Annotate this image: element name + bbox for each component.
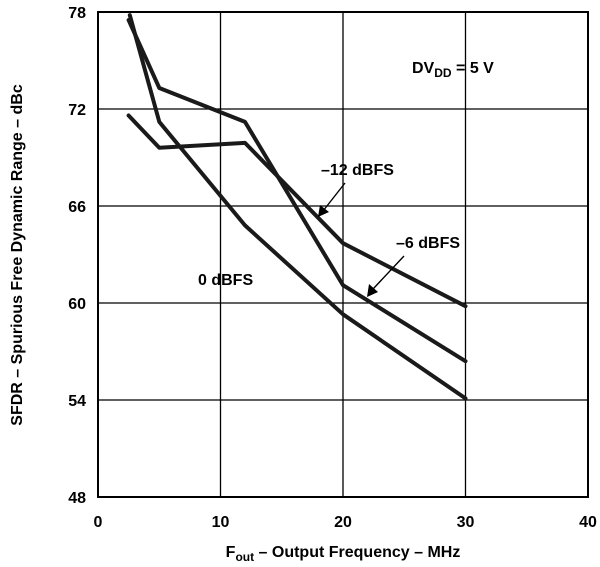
x-tick-label: 0 [94,514,103,531]
plot-frame [97,11,589,498]
y-tick-label: 48 [68,490,86,507]
y-tick-label: 60 [68,296,86,313]
grid [97,11,589,498]
series-line-0-dbfs [127,13,468,401]
series-line-12-dbfs [126,113,468,309]
y-tick-labels: 48 54 60 66 72 78 [68,5,86,507]
pointer-minus12-dbfs [318,182,346,217]
y-tick-label: 72 [68,102,86,119]
series-label-minus12-dbfs: –12 dBFS [321,162,394,179]
series-label-0-dbfs: 0 dBFS [198,272,253,289]
y-tick-label: 66 [68,199,86,216]
x-tick-label: 30 [457,514,475,531]
x-tick-label: 40 [579,514,597,531]
y-tick-label: 54 [68,393,86,410]
x-tick-labels: 0 10 20 30 40 [94,514,597,531]
series-line-6-dbfs [126,18,468,364]
pointer-minus6-dbfs [367,255,405,297]
x-axis-title: Fout – Output Frequency – MHz [226,544,461,564]
series-label-minus6-dbfs: –6 dBFS [396,235,460,252]
x-tick-label: 10 [212,514,230,531]
series-lines [126,13,468,401]
supply-voltage-annotation: DVDD = 5 V [412,60,494,80]
y-tick-label: 78 [68,5,86,22]
x-tick-label: 20 [334,514,352,531]
y-axis-title: SFDR – Spurious Free Dynamic Range – dBc [9,84,26,426]
